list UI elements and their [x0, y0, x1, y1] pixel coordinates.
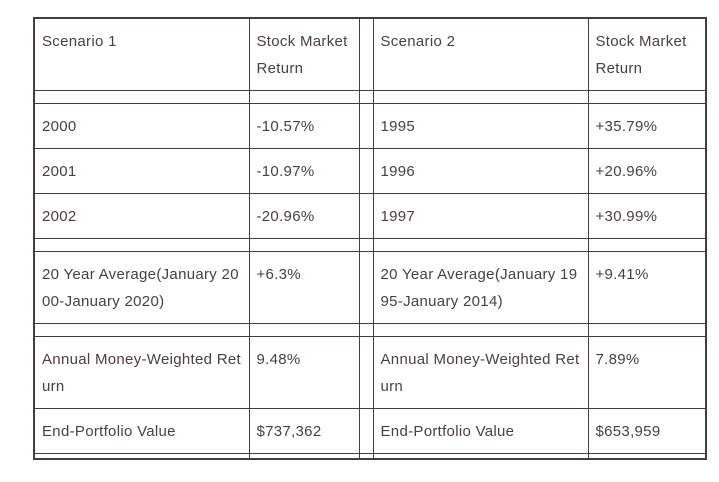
table-row: 20 Year Average(January 2000-January 202…: [33, 251, 707, 324]
spacer-cell: [33, 323, 250, 337]
scenario1-mwr-label-cell: Annual Money-Weighted Return: [33, 336, 250, 409]
scenario1-header-cell: Scenario 1: [33, 17, 250, 91]
scenario1-year-cell: 2000: [33, 103, 250, 149]
spacer-cell: [372, 453, 589, 460]
scenario1-return-cell: -20.96%: [248, 193, 360, 239]
spacer-cell: [372, 323, 589, 337]
spacer-cell: [248, 323, 360, 337]
spacer-row: [33, 238, 707, 252]
spacer-cell: [587, 323, 707, 337]
scenario1-return-cell: -10.97%: [248, 148, 360, 194]
scenario2-year-cell: 1997: [372, 193, 589, 239]
scenario1-average-value-cell: +6.3%: [248, 251, 360, 324]
spacer-row: [33, 323, 707, 337]
spacer-row: [33, 90, 707, 104]
scenario2-header-cell: Scenario 2: [372, 17, 589, 91]
table-row: 2001 -10.97% 1996 +20.96%: [33, 148, 707, 194]
scenario-comparison-table: Scenario 1 Stock Market Return Scenario …: [33, 17, 707, 460]
scenario2-year-cell: 1996: [372, 148, 589, 194]
gap-cell: [358, 17, 374, 91]
scenario1-average-label-cell: 20 Year Average(January 2000-January 202…: [33, 251, 250, 324]
table-row: 2002 -20.96% 1997 +30.99%: [33, 193, 707, 239]
spacer-cell: [33, 90, 250, 104]
table-row: 2000 -10.57% 1995 +35.79%: [33, 103, 707, 149]
scenario1-mwr-value-cell: 9.48%: [248, 336, 360, 409]
spacer-cell: [372, 90, 589, 104]
gap-cell: [358, 453, 374, 460]
scenario2-mwr-value-cell: 7.89%: [587, 336, 707, 409]
scenario1-endvalue-label-cell: End-Portfolio Value: [33, 408, 250, 454]
scenario1-year-cell: 2002: [33, 193, 250, 239]
scenario2-endvalue-cell: $653,959: [587, 408, 707, 454]
table-row: End-Portfolio Value $737,362 End-Portfol…: [33, 408, 707, 454]
scenario2-return-header-cell: Stock Market Return: [587, 17, 707, 91]
gap-cell: [358, 336, 374, 409]
gap-cell: [358, 90, 374, 104]
scenario2-return-cell: +35.79%: [587, 103, 707, 149]
spacer-cell: [33, 238, 250, 252]
scenario2-year-cell: 1995: [372, 103, 589, 149]
spacer-row: [33, 453, 707, 460]
gap-cell: [358, 408, 374, 454]
spacer-cell: [248, 238, 360, 252]
spacer-cell: [248, 90, 360, 104]
spacer-cell: [248, 453, 360, 460]
scenario2-mwr-label-cell: Annual Money-Weighted Return: [372, 336, 589, 409]
gap-cell: [358, 323, 374, 337]
scenario2-return-cell: +20.96%: [587, 148, 707, 194]
table-header-row: Scenario 1 Stock Market Return Scenario …: [33, 17, 707, 91]
scenario1-endvalue-cell: $737,362: [248, 408, 360, 454]
gap-cell: [358, 103, 374, 149]
spacer-cell: [587, 453, 707, 460]
scenario2-endvalue-label-cell: End-Portfolio Value: [372, 408, 589, 454]
spacer-cell: [372, 238, 589, 252]
scenario2-return-cell: +30.99%: [587, 193, 707, 239]
spacer-cell: [33, 453, 250, 460]
scenario2-average-label-cell: 20 Year Average(January 1995-January 201…: [372, 251, 589, 324]
spacer-cell: [587, 238, 707, 252]
spacer-cell: [587, 90, 707, 104]
gap-cell: [358, 148, 374, 194]
scenario1-year-cell: 2001: [33, 148, 250, 194]
table-row: Annual Money-Weighted Return 9.48% Annua…: [33, 336, 707, 409]
gap-cell: [358, 251, 374, 324]
scenario1-return-cell: -10.57%: [248, 103, 360, 149]
gap-cell: [358, 193, 374, 239]
scenario1-return-header-cell: Stock Market Return: [248, 17, 360, 91]
scenario2-average-value-cell: +9.41%: [587, 251, 707, 324]
gap-cell: [358, 238, 374, 252]
